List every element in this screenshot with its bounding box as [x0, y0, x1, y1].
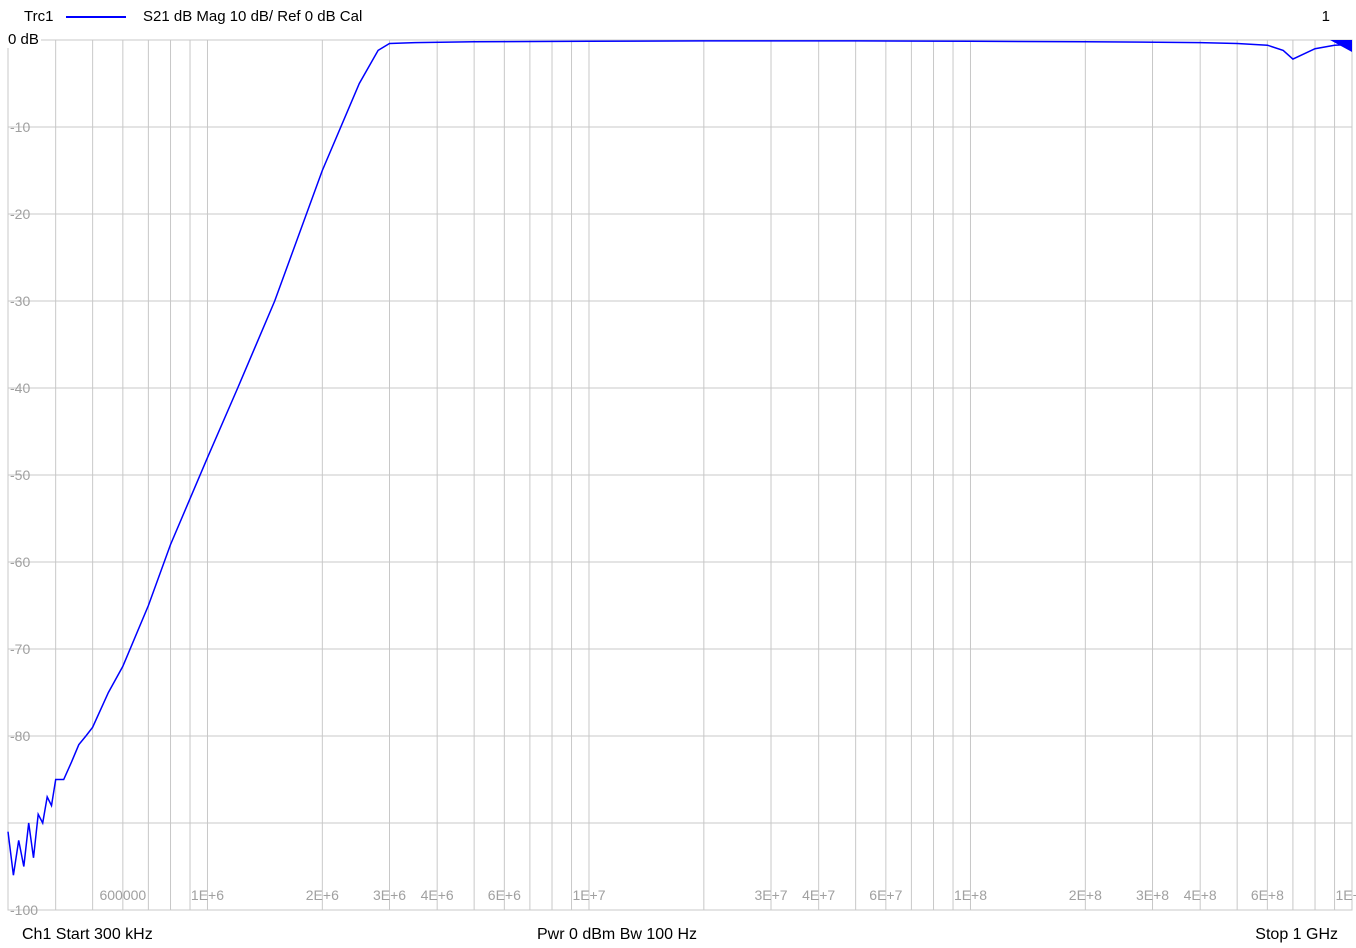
trace-legend-line-icon — [66, 16, 126, 18]
y-tick-label: -20 — [10, 206, 30, 222]
power-bandwidth-label: Pwr 0 dBm Bw 100 Hz — [537, 926, 698, 943]
y-tick-label: -60 — [10, 554, 30, 570]
x-tick-label: 2E+6 — [306, 887, 339, 903]
reference-marker-arrow-icon — [1330, 40, 1352, 52]
s21-trace-line — [7, 40, 1353, 876]
x-tick-label: 6E+6 — [488, 887, 521, 903]
x-tick-label: 1E+8 — [954, 887, 987, 903]
x-tick-label: 2E+8 — [1069, 887, 1102, 903]
y-tick-label: -40 — [10, 380, 30, 396]
x-tick-label: 3E+7 — [754, 887, 787, 903]
x-tick-label: 6E+8 — [1251, 887, 1284, 903]
x-tick-label: 1E+9 — [1335, 887, 1356, 903]
y-tick-label: -50 — [10, 467, 30, 483]
marker-number-label: 1 — [1321, 8, 1330, 25]
x-tick-label: 6E+7 — [869, 887, 902, 903]
y-tick-label: -30 — [10, 293, 30, 309]
x-tick-label: 4E+7 — [802, 887, 835, 903]
trace-params-label: S21 dB Mag 10 dB/ Ref 0 dB Cal — [143, 8, 363, 25]
plot-frame — [7, 39, 1353, 911]
grid-lines — [8, 40, 1352, 910]
stop-frequency-label: Stop 1 GHz — [1255, 926, 1338, 943]
y-tick-label: -100 — [10, 902, 38, 918]
x-tick-label: 1E+6 — [191, 887, 224, 903]
x-tick-label: 3E+6 — [373, 887, 406, 903]
y-tick-label: -80 — [10, 728, 30, 744]
x-tick-label: 600000 — [99, 887, 146, 903]
ref-level-label: 0 dB — [6, 31, 41, 48]
y-tick-label: -70 — [10, 641, 30, 657]
tick-labels: 600000 1E+6 2E+6 3E+6 4E+6 6E+6 1E+7 3E+7 4E+7 6E… — [10, 119, 1356, 918]
x-tick-label: 1E+7 — [572, 887, 605, 903]
x-tick-label: 3E+8 — [1136, 887, 1169, 903]
x-tick-label: 4E+8 — [1184, 887, 1217, 903]
start-frequency-label: Ch1 Start 300 kHz — [22, 926, 153, 943]
y-tick-label: -10 — [10, 119, 30, 135]
x-tick-label: 4E+6 — [421, 887, 454, 903]
trace-name-label: Trc1 — [24, 8, 54, 25]
